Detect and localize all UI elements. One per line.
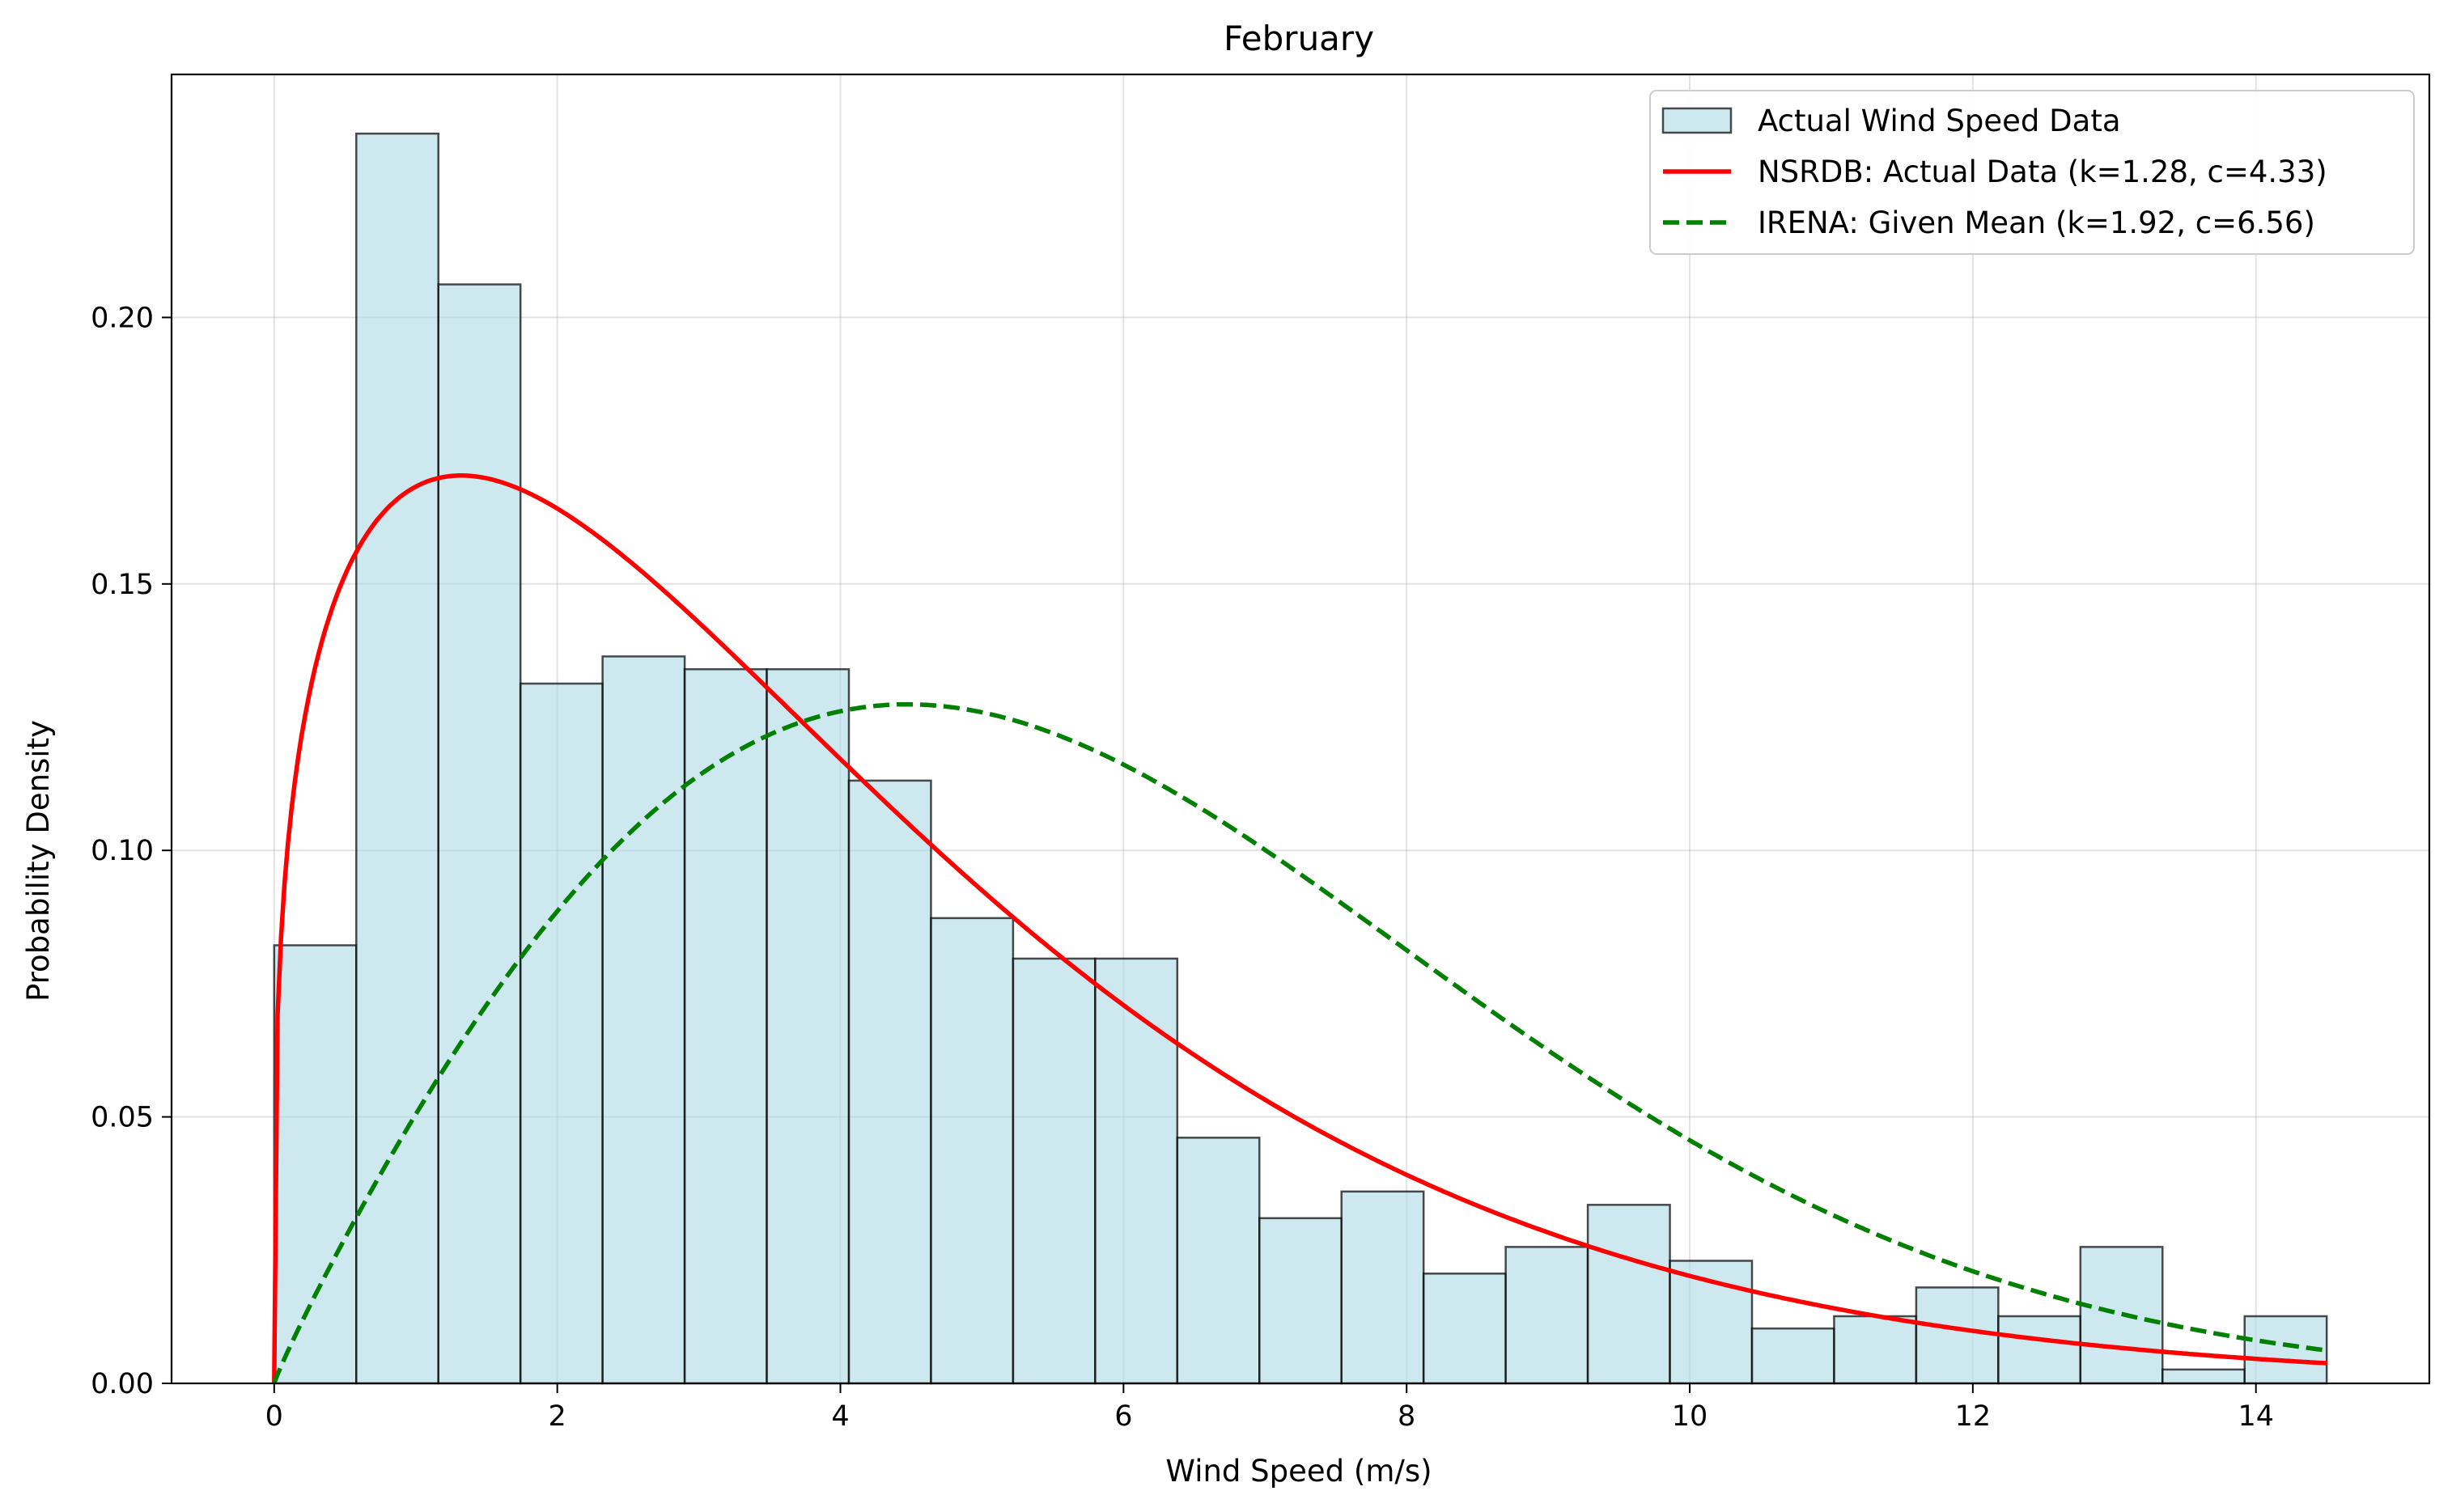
y-axis: 0.00 0.05 0.10 0.15 0.20 <box>91 302 172 1400</box>
histogram-bar <box>930 917 1015 1385</box>
histogram-bar <box>1997 1315 2082 1385</box>
x-tick-label: 0 <box>265 1400 283 1433</box>
x-tick-label: 8 <box>1398 1400 1415 1433</box>
histogram-bar <box>2161 1368 2246 1385</box>
histogram-bar <box>1833 1315 1918 1385</box>
histogram-bar <box>437 283 522 1385</box>
histogram-bar <box>766 667 851 1385</box>
histogram-bar <box>601 655 686 1385</box>
curve-irena <box>272 701 2327 1384</box>
y-tick-label: 0.15 <box>91 569 154 601</box>
histogram-bar <box>355 132 439 1385</box>
histogram-bar <box>273 944 358 1385</box>
x-tick-label: 14 <box>2238 1400 2274 1433</box>
curves <box>272 473 2327 1384</box>
histogram-bar <box>1750 1327 1835 1385</box>
histogram-bar <box>1258 1217 1343 1385</box>
x-tick-label: 2 <box>549 1400 566 1433</box>
histogram-bar <box>1340 1190 1425 1385</box>
legend-label-irena: IRENA: Given Mean (k=1.92, c=6.56) <box>1758 205 2315 240</box>
y-tick-label: 0.05 <box>91 1102 154 1134</box>
histogram-bar <box>1176 1137 1261 1385</box>
histogram-bar <box>683 667 768 1385</box>
y-tick-label: 0.10 <box>91 835 154 867</box>
histogram-bar <box>847 779 932 1385</box>
legend-label-nsrdb: NSRDB: Actual Data (k=1.28, c=4.33) <box>1758 155 2327 189</box>
histogram-bar <box>1094 957 1179 1385</box>
x-tick-label: 10 <box>1672 1400 1708 1433</box>
plot-frame <box>170 73 2431 1385</box>
histogram-bar <box>1915 1286 2000 1385</box>
y-tick-label: 0.20 <box>91 302 154 334</box>
x-tick-label: 4 <box>831 1400 849 1433</box>
histogram-bar <box>1586 1204 1671 1385</box>
legend: Actual Wind Speed Data NSRDB: Actual Dat… <box>1649 90 2415 255</box>
histogram-bar <box>1012 957 1097 1385</box>
y-tick-label: 0.00 <box>91 1368 154 1400</box>
legend-box <box>1649 90 2415 255</box>
legend-swatch-histogram <box>1661 107 1733 134</box>
legend-label-histogram: Actual Wind Speed Data <box>1758 104 2121 138</box>
histogram-bar <box>519 682 604 1385</box>
histogram-bar <box>1504 1246 1589 1385</box>
histogram-bars <box>273 132 2328 1385</box>
x-axis-label: Wind Speed (m/s) <box>1165 1454 1432 1489</box>
chart-title: February <box>1224 19 1374 58</box>
curve-nsrdb <box>272 473 2327 1384</box>
x-tick-label: 12 <box>1955 1400 1992 1433</box>
histogram-bar <box>1422 1273 1507 1385</box>
x-tick-label: 6 <box>1114 1400 1132 1433</box>
x-axis: 0 2 4 6 8 10 12 14 <box>265 1383 2274 1433</box>
y-axis-label: Probability Density <box>21 720 56 1002</box>
histogram-bar <box>1669 1260 1754 1385</box>
